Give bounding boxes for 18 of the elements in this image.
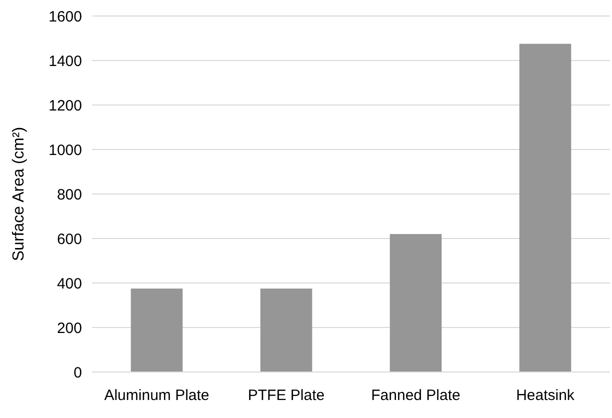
bar	[519, 44, 572, 372]
y-tick-label: 1400	[48, 52, 82, 70]
y-tick-label: 1200	[48, 97, 82, 114]
x-tick-label: Fanned Plate	[371, 387, 460, 404]
bar	[390, 234, 442, 372]
x-tick-label: Heatsink	[516, 387, 575, 404]
bar	[130, 288, 183, 372]
bar	[260, 288, 312, 372]
y-tick-label: 200	[56, 320, 82, 337]
y-tick-label: 600	[56, 230, 82, 248]
y-tick-label: 1600	[48, 8, 82, 26]
x-tick-label: Aluminum Plate	[104, 387, 210, 404]
y-tick-label: 1000	[48, 142, 82, 159]
y-tick-label: 0	[74, 364, 82, 382]
y-axis-title: Surface Area (cm²)	[10, 126, 28, 262]
y-tick-label: 800	[56, 186, 82, 204]
x-tick-label: PTFE Plate	[248, 387, 325, 404]
y-tick-label: 400	[56, 275, 82, 292]
